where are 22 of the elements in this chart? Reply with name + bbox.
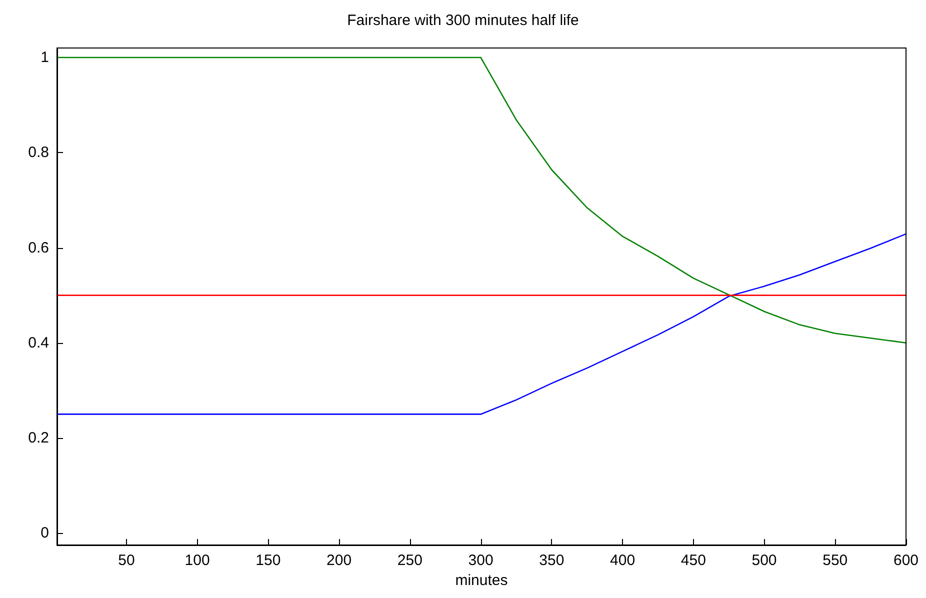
x-tick-label: 300 — [468, 552, 494, 569]
y-tick-label: 0.4 — [28, 334, 49, 352]
line-series — [56, 233, 907, 415]
x-tick-label: 450 — [680, 552, 706, 569]
x-tick-label: 400 — [610, 552, 636, 569]
y-tick-label: 1 — [40, 49, 49, 66]
x-tick-label: 150 — [256, 552, 281, 569]
y-tick-label: 0 — [40, 524, 49, 542]
line-series — [56, 56, 907, 344]
x-tick-label: 550 — [822, 552, 848, 569]
chart-title: Fairshare with 300 minutes half life — [347, 12, 579, 29]
x-tick-label: 50 — [118, 552, 135, 569]
x-tick-label: 600 — [893, 552, 919, 569]
y-tick-label: 0.6 — [28, 239, 49, 256]
y-tick-label: 0.8 — [28, 144, 49, 162]
x-tick-label: 250 — [397, 552, 422, 569]
x-tick-label: 350 — [539, 552, 564, 569]
x-axis-title: minutes — [455, 572, 508, 589]
x-tick-label: 500 — [752, 552, 777, 569]
x-tick-label: 100 — [184, 552, 210, 569]
x-tick-label: 200 — [326, 552, 352, 569]
y-tick-label: 0.2 — [28, 429, 49, 446]
